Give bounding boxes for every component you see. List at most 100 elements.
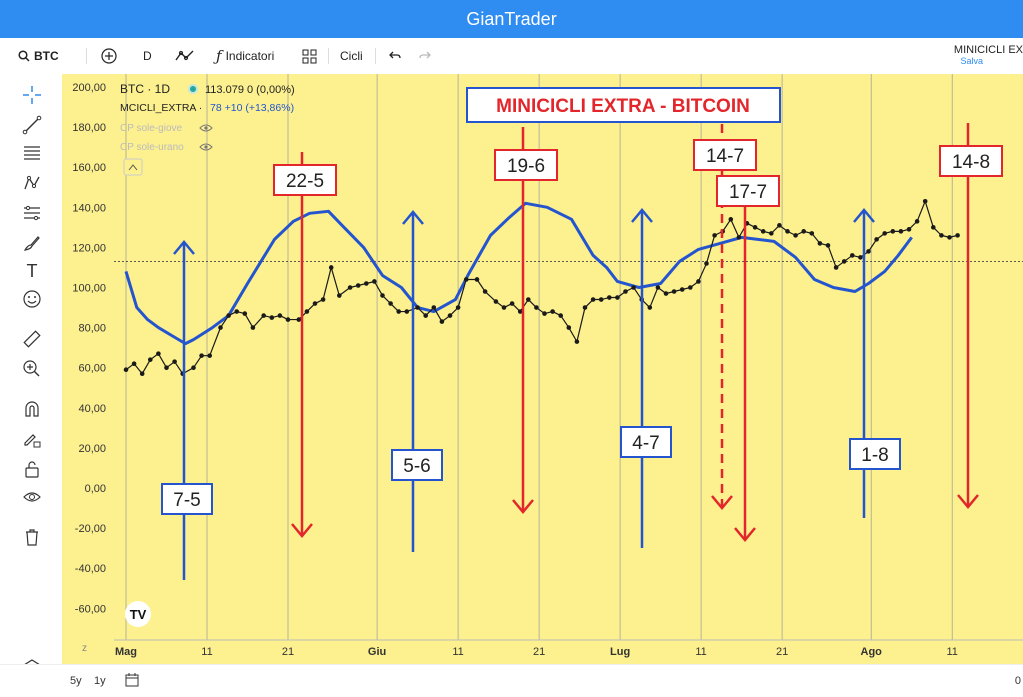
price-point (226, 313, 231, 318)
series-layer (123, 198, 960, 377)
arrow-up-icon (631, 208, 653, 223)
undo-button[interactable] (388, 38, 402, 74)
price-point (655, 285, 661, 290)
price-point (534, 305, 539, 310)
price-point (423, 313, 429, 318)
y-axis-area (62, 74, 114, 664)
arrow-down-icon (734, 527, 756, 542)
function-icon: ƒ (216, 47, 222, 65)
undo-icon (389, 51, 401, 59)
emoji-tool[interactable] (19, 286, 45, 312)
crosshair-tool[interactable] (19, 82, 45, 108)
magnet-tool[interactable] (19, 396, 45, 422)
price-chart[interactable]: 200,00 180,00 160,00 140,00 120,00 100,00 80,0… (62, 74, 1023, 664)
annotation-label-box (161, 483, 213, 515)
y-tick-label: 80,00 (78, 323, 106, 335)
fib-tool[interactable] (19, 140, 45, 166)
price-point (793, 233, 798, 238)
auto-scale-label[interactable]: z (82, 643, 87, 654)
price-point (482, 289, 488, 294)
price-point (841, 259, 847, 264)
prediction-icon (24, 205, 40, 221)
templates-button[interactable] (302, 38, 317, 74)
annotations-layer[interactable]: 7-5 22-5 5-6 19-6 4-7 14-7 17-7 1-8 14-8 (161, 123, 1003, 580)
eye-hidden-icon[interactable] (199, 124, 213, 132)
brush-tool[interactable] (19, 230, 45, 256)
delete-tool[interactable] (19, 524, 45, 550)
annotation-label: 14-8 (952, 152, 990, 173)
lock-draw-tool[interactable] (19, 426, 45, 452)
cycle-annotation[interactable]: 19-6 (494, 127, 558, 514)
ruler-icon (23, 330, 41, 348)
y-tick-label: 100,00 (72, 283, 106, 295)
price-point (234, 309, 239, 314)
price-point (615, 295, 620, 300)
legend-hidden-1: CP sole-giove (120, 123, 183, 134)
hide-tool[interactable] (19, 484, 45, 510)
range-5y-button[interactable]: 5y (70, 675, 82, 687)
text-icon: T (26, 260, 38, 281)
cycle-annotation[interactable]: 14-7 (693, 124, 757, 510)
cycles-button[interactable]: Cicli (340, 38, 363, 74)
price-point (817, 241, 823, 246)
price-point (517, 309, 523, 314)
x-tick-label: 11 (946, 646, 957, 658)
price-point (712, 233, 717, 238)
eye-hidden-icon[interactable] (199, 143, 213, 151)
range-1y-button[interactable]: 1y (94, 675, 106, 687)
interval-button[interactable]: D (143, 38, 152, 74)
price-point (372, 279, 377, 284)
y-axis: 200,00 180,00 160,00 140,00 120,00 100,00 80,0… (72, 82, 106, 615)
svg-text:TV: TV (130, 607, 147, 622)
eye-icon (23, 492, 41, 502)
trendline-tool[interactable] (19, 112, 45, 138)
chart-legend: BTC · 1D 113.079 0 (0,00%) MCICLI_EXTRA … (120, 82, 295, 176)
cycle-annotation[interactable]: 7-5 (161, 240, 213, 580)
cycle-annotation[interactable]: 1-8 (849, 208, 901, 518)
x-tick-label: 11 (695, 646, 706, 658)
price-point (866, 249, 871, 254)
y-tick-label: 120,00 (72, 242, 106, 254)
layout-save-button[interactable]: MINICICLI EX Salva (903, 44, 1023, 66)
arrow-up-icon (402, 210, 424, 225)
cycle-annotation[interactable]: 14-8 (939, 123, 1003, 509)
indicators-button[interactable]: ƒ Indicatori (216, 38, 274, 74)
annotation-label-box (273, 164, 337, 196)
cycle-annotation[interactable]: 4-7 (620, 208, 672, 548)
price-point (890, 229, 896, 234)
price-point (380, 293, 385, 298)
zoom-tool[interactable] (19, 356, 45, 382)
price-point (688, 285, 693, 290)
symbol-search-button[interactable]: BTC (18, 38, 59, 74)
lock-all-tool[interactable] (19, 456, 45, 482)
arrow-up-icon (173, 240, 195, 255)
collapse-legend-button[interactable] (123, 158, 143, 176)
annotation-label-box (939, 145, 1003, 177)
price-point (631, 285, 636, 290)
pattern-tool[interactable] (19, 170, 45, 196)
drawing-toolbar: T (0, 74, 62, 675)
price-point (439, 319, 445, 324)
price-point (131, 361, 137, 366)
price-point (607, 295, 612, 300)
cycle-annotation[interactable]: 17-7 (716, 175, 780, 542)
price-point (736, 235, 742, 240)
price-point (337, 293, 342, 298)
price-point (347, 285, 353, 290)
ruler-tool[interactable] (19, 326, 45, 352)
text-tool[interactable]: T (19, 258, 45, 284)
date-range-button[interactable] (124, 672, 140, 691)
cycle-annotation[interactable]: 22-5 (273, 152, 337, 538)
redo-button[interactable] (418, 38, 432, 74)
cycles-label: Cicli (340, 49, 363, 63)
tradingview-logo: TV (125, 601, 151, 627)
annotation-label-box (620, 426, 672, 458)
chart-type-button[interactable] (174, 38, 196, 74)
compare-button[interactable] (100, 38, 118, 74)
prediction-tool[interactable] (19, 200, 45, 226)
price-point (207, 353, 212, 358)
price-point (191, 365, 196, 371)
price-point (261, 313, 266, 318)
cycle-annotation[interactable]: 5-6 (391, 210, 443, 552)
chart-title-box[interactable]: MINICICLI EXTRA - BITCOIN (466, 87, 781, 123)
